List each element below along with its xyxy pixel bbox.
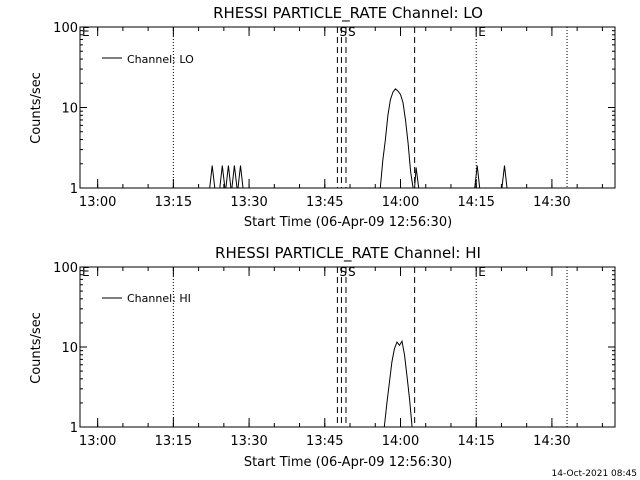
y-tick-label: 1 <box>70 421 78 436</box>
x-tick-label: 13:45 <box>306 434 343 449</box>
plot-frame <box>79 266 616 428</box>
x-tick-label: 14:30 <box>533 195 570 210</box>
y-tick-label: 10 <box>61 341 78 356</box>
marker-label: E <box>478 265 486 279</box>
marker-label: E <box>478 25 486 39</box>
y-tick-label: 10 <box>61 102 78 117</box>
footer-timestamp: 14-Oct-2021 08:45 <box>552 469 637 479</box>
series-line <box>80 339 615 428</box>
x-tick-label: 14:15 <box>457 434 494 449</box>
x-tick-label: 14:30 <box>533 434 570 449</box>
marker-label: E <box>82 265 90 279</box>
x-tick-label: 13:30 <box>230 434 267 449</box>
chart-title: RHESSI PARTICLE_RATE Channel: LO <box>213 4 483 23</box>
x-tick-label: 14:15 <box>457 195 494 210</box>
y-tick-label: 100 <box>53 261 78 276</box>
marker-label: E <box>82 25 90 39</box>
y-tick-label: 100 <box>53 21 78 36</box>
x-tick-label: 14:00 <box>382 195 419 210</box>
x-tick-label: 13:00 <box>79 195 116 210</box>
x-tick-label: 13:15 <box>155 195 192 210</box>
y-tick-label: 1 <box>70 182 78 197</box>
x-axis-label: Start Time (06-Apr-09 12:56:30) <box>244 215 452 230</box>
lo-channel-panel: RHESSI PARTICLE_RATE Channel: LO 1101001… <box>29 4 616 230</box>
series-line <box>80 88 615 189</box>
plot-area: 1 10 100 13:00 13:15 13:30 13:45 14:00 14:15 14:3… <box>53 21 616 210</box>
x-tick-label: 13:30 <box>230 195 267 210</box>
legend-label: Channel: LO <box>127 53 194 66</box>
x-tick-label: 13:45 <box>306 195 343 210</box>
plot-frame <box>79 26 616 189</box>
marker-label: S <box>348 25 356 39</box>
x-tick-label: 13:15 <box>155 434 192 449</box>
y-axis-label: Counts/sec <box>29 312 44 384</box>
hi-channel-panel: RHESSI PARTICLE_RATE Channel: HI 1101001… <box>29 244 616 470</box>
x-tick-label: 14:00 <box>382 434 419 449</box>
x-tick-label: 13:00 <box>79 434 116 449</box>
marker-label: S <box>339 265 347 279</box>
plot-area: 1 10 100 13:00 13:15 13:30 13:45 14:00 14:15 14:3… <box>53 261 616 449</box>
chart-title: RHESSI PARTICLE_RATE Channel: HI <box>215 244 481 263</box>
y-axis-label: Counts/sec <box>29 72 44 144</box>
legend-label: Channel: HI <box>127 292 191 305</box>
marker-label: S <box>339 25 347 39</box>
marker-label: S <box>348 265 356 279</box>
x-axis-label: Start Time (06-Apr-09 12:56:30) <box>244 455 452 470</box>
